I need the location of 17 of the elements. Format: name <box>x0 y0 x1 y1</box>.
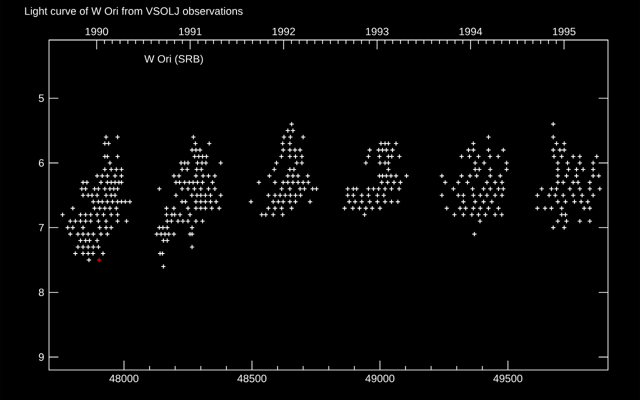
x2-tick-label: 1992 <box>272 28 295 36</box>
x2-tick-label: 1991 <box>179 28 202 36</box>
x-tick-label: 48500 <box>237 374 266 382</box>
x2-tick-label: 1990 <box>86 28 108 36</box>
annotation: W Ori (SRB) <box>144 54 203 65</box>
y-tick-label: 8 <box>38 288 44 296</box>
x-tick-label: 49500 <box>493 374 522 382</box>
x2-tick-label: 1993 <box>366 28 388 36</box>
x2-tick-label: 1995 <box>553 28 576 36</box>
y-tick-label: 9 <box>38 353 44 361</box>
x2-tick-label: 1994 <box>460 28 482 36</box>
x-tick-label: 48000 <box>109 374 138 382</box>
y-tick-label: 7 <box>38 224 44 232</box>
y-tick-label: 6 <box>38 159 44 167</box>
chart-title: Light curve of W Ori from VSOLJ observations <box>25 7 243 17</box>
x-tick-label: 49000 <box>365 374 394 382</box>
y-tick-label: 5 <box>38 94 44 102</box>
